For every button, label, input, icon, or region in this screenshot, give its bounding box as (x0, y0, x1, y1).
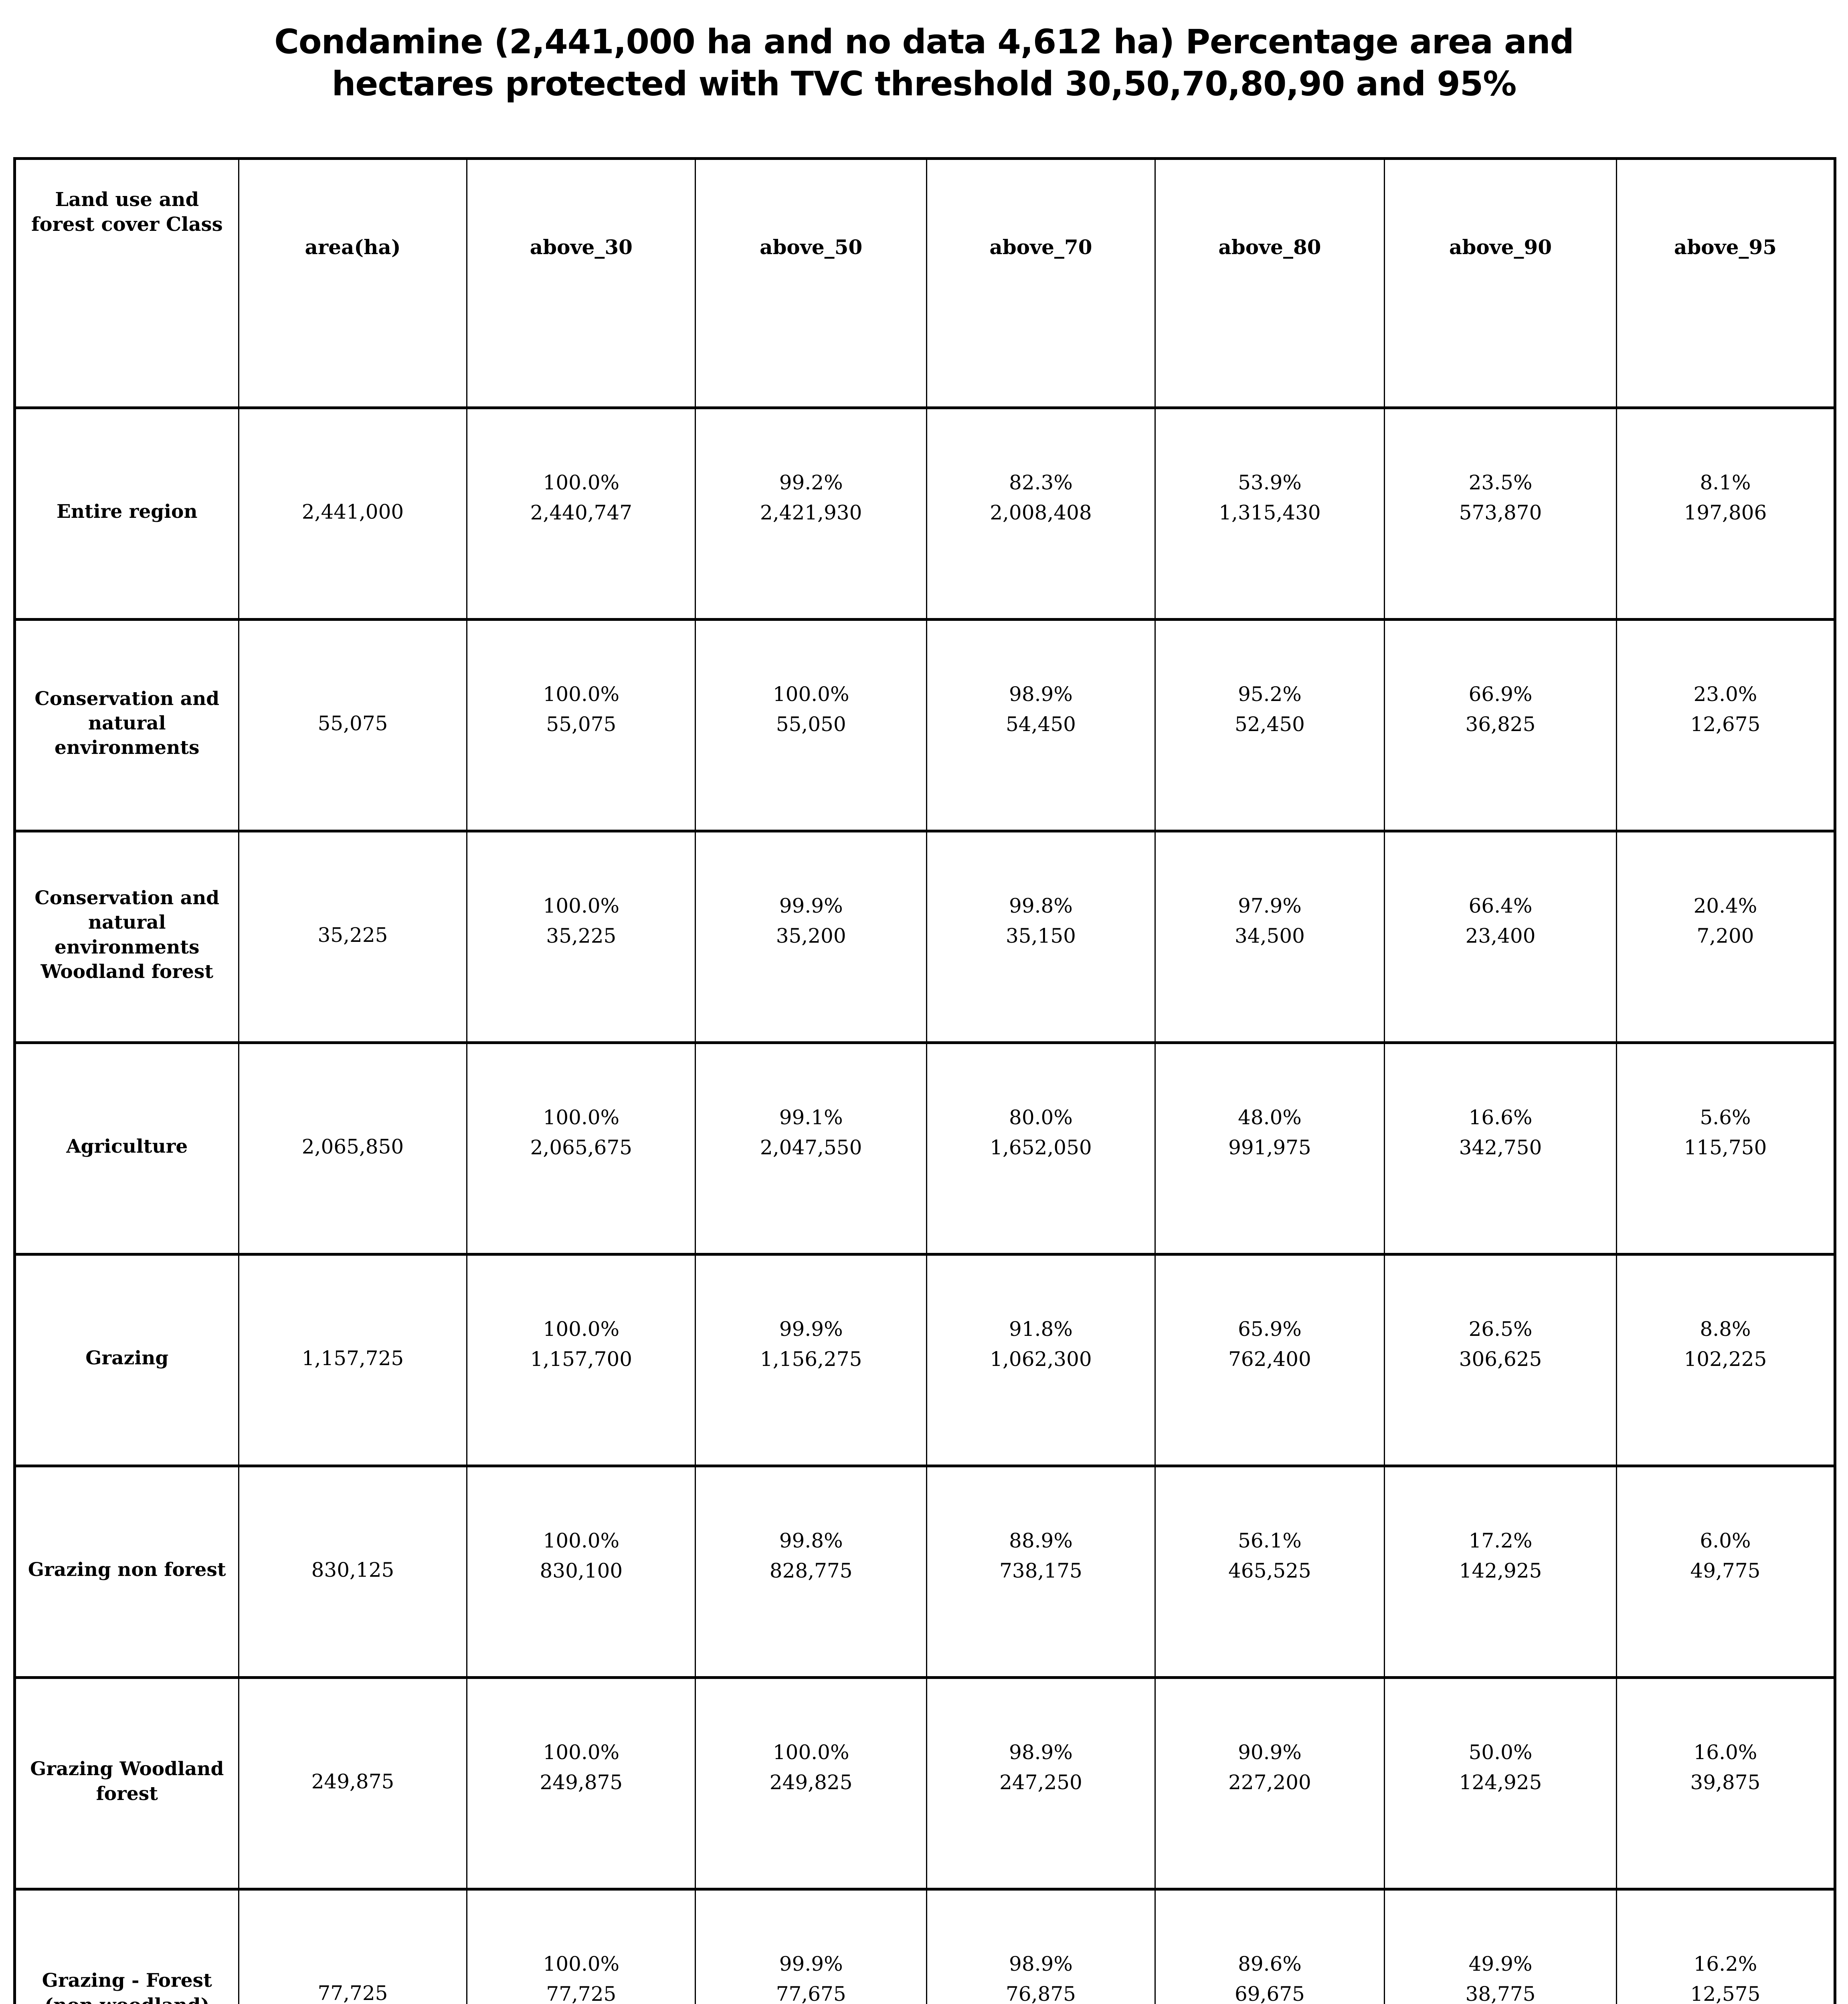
row-threshold-cell: 66.9% 36,825 (1384, 618, 1618, 832)
row-threshold-cell: 98.9% 76,875 (926, 1888, 1156, 2004)
row-area-value: 1,157,725 (238, 1253, 468, 1467)
row-area-value: 2,441,000 (238, 406, 468, 621)
row-threshold-cell: 91.8% 1,062,300 (926, 1253, 1156, 1467)
table-row: Grazing - Forest (non woodland)77,725100… (14, 1888, 1836, 2004)
page-title: Condamine (2,441,000 ha and no data 4,61… (274, 22, 1574, 103)
row-threshold-cell: 20.4% 7,200 (1616, 830, 1836, 1044)
row-threshold-cell: 100.0% 249,875 (466, 1676, 696, 1891)
column-header: area(ha) (238, 157, 468, 409)
row-threshold-cell: 99.8% 828,775 (695, 1465, 928, 1679)
row-threshold-cell: 89.6% 69,675 (1154, 1888, 1385, 2004)
row-threshold-cell: 5.6% 115,750 (1616, 1041, 1836, 1256)
row-threshold-cell: 56.1% 465,525 (1154, 1465, 1385, 1679)
row-class-label: Agriculture (14, 1041, 239, 1256)
row-threshold-cell: 100.0% 35,225 (466, 830, 696, 1044)
table-row: Conservation and natural environments 55,… (14, 618, 1836, 832)
row-area-value: 249,875 (238, 1676, 468, 1891)
table-row: Grazing Woodland forest 249,875 100.0% 249… (14, 1676, 1836, 1891)
row-threshold-cell: 100.0% 2,065,675 (466, 1041, 696, 1256)
table-row: Grazing 1,157,725 100.0% 1,157,700 99.9% 1,… (14, 1253, 1836, 1467)
row-threshold-cell: 88.9% 738,175 (926, 1465, 1156, 1679)
row-threshold-cell: 66.4% 23,400 (1384, 830, 1618, 1044)
row-threshold-cell: 99.8% 35,150 (926, 830, 1156, 1044)
row-threshold-cell: 26.5% 306,625 (1384, 1253, 1618, 1467)
column-header-class: Land use and forest cover Class (14, 157, 239, 409)
row-threshold-cell: 82.3% 2,008,408 (926, 406, 1156, 621)
row-threshold-cell: 100.0% 2,440,747 (466, 406, 696, 621)
row-class-label: Grazing - Forest (non woodland) (14, 1888, 239, 2004)
row-threshold-cell: 99.9% 77,675 (695, 1888, 928, 2004)
row-threshold-cell: 100.0% 55,075 (466, 618, 696, 832)
row-class-label: Entire region (14, 406, 239, 621)
row-threshold-cell: 80.0% 1,652,050 (926, 1041, 1156, 1256)
row-area-value: 77,725 (238, 1888, 468, 2004)
row-area-value: 2,065,850 (238, 1041, 468, 1256)
column-header: above_50 (695, 157, 928, 409)
row-threshold-cell: 23.5% 573,870 (1384, 406, 1618, 621)
table-row: Conservation and natural environments Wo… (14, 830, 1836, 1044)
row-threshold-cell: 6.0% 49,775 (1616, 1465, 1836, 1679)
row-threshold-cell: 48.0% 991,975 (1154, 1041, 1385, 1256)
row-threshold-cell: 99.2% 2,421,930 (695, 406, 928, 621)
row-threshold-cell: 100.0% 249,825 (695, 1676, 928, 1891)
table-row: Entire region 2,441,000 100.0% 2,440,747 99… (14, 406, 1836, 621)
table-body: Entire region 2,441,000 100.0% 2,440,747 99… (14, 406, 1836, 2004)
row-threshold-cell: 65.9% 762,400 (1154, 1253, 1385, 1467)
row-threshold-cell: 100.0% 77,725 (466, 1888, 696, 2004)
column-header: above_95 (1616, 157, 1836, 409)
row-threshold-cell: 100.0% 830,100 (466, 1465, 696, 1679)
column-header: above_70 (926, 157, 1156, 409)
row-threshold-cell: 99.9% 35,200 (695, 830, 928, 1044)
row-threshold-cell: 50.0% 124,925 (1384, 1676, 1618, 1891)
row-class-label: Conservation and natural environments Wo… (14, 830, 239, 1044)
row-threshold-cell: 16.0% 39,875 (1616, 1676, 1836, 1891)
row-threshold-cell: 8.8% 102,225 (1616, 1253, 1836, 1467)
row-threshold-cell: 98.9% 54,450 (926, 618, 1156, 832)
row-threshold-cell: 99.1% 2,047,550 (695, 1041, 928, 1256)
row-threshold-cell: 16.6% 342,750 (1384, 1041, 1618, 1256)
row-area-value: 35,225 (238, 830, 468, 1044)
row-threshold-cell: 23.0% 12,675 (1616, 618, 1836, 832)
row-threshold-cell: 90.9% 227,200 (1154, 1676, 1385, 1891)
row-threshold-cell: 95.2% 52,450 (1154, 618, 1385, 832)
row-threshold-cell: 100.0% 55,050 (695, 618, 928, 832)
row-class-label: Grazing (14, 1253, 239, 1467)
row-class-label: Conservation and natural environments (14, 618, 239, 832)
column-header: above_90 (1384, 157, 1618, 409)
row-threshold-cell: 17.2% 142,925 (1384, 1465, 1618, 1679)
row-threshold-cell: 97.9% 34,500 (1154, 830, 1385, 1044)
row-class-label: Grazing Woodland forest (14, 1676, 239, 1891)
row-threshold-cell: 98.9% 247,250 (926, 1676, 1156, 1891)
column-header: above_80 (1154, 157, 1385, 409)
row-threshold-cell: 8.1% 197,806 (1616, 406, 1836, 621)
row-class-label: Grazing non forest (14, 1465, 239, 1679)
row-threshold-cell: 53.9% 1,315,430 (1154, 406, 1385, 621)
table-row: Grazing non forest 830,125 100.0% 830,100 9… (14, 1465, 1836, 1679)
row-area-value: 830,125 (238, 1465, 468, 1679)
row-threshold-cell: 99.9% 1,156,275 (695, 1253, 928, 1467)
row-threshold-cell: 49.9% 38,775 (1384, 1888, 1618, 2004)
table-header-row: Land use and forest cover Class area(ha) a… (14, 157, 1836, 409)
tvc-threshold-table: Land use and forest cover Class area(ha) a… (13, 157, 1836, 2004)
row-threshold-cell: 100.0% 1,157,700 (466, 1253, 696, 1467)
column-header: above_30 (466, 157, 696, 409)
table-row: Agriculture 2,065,850 100.0% 2,065,675 99.1… (14, 1041, 1836, 1256)
row-threshold-cell: 16.2% 12,575 (1616, 1888, 1836, 2004)
row-area-value: 55,075 (238, 618, 468, 832)
